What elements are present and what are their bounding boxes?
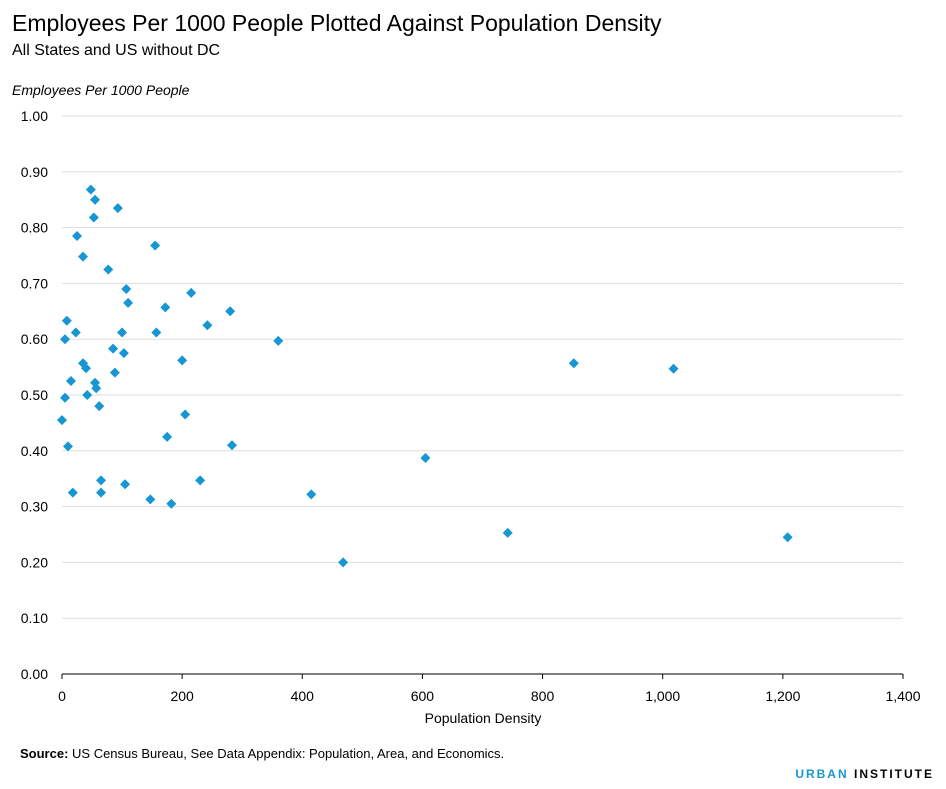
y-tick-label: 0.70: [21, 275, 48, 291]
x-tick-label: 400: [291, 688, 315, 704]
data-point: [91, 383, 102, 394]
data-point: [94, 401, 105, 412]
x-tick-label: 0: [58, 688, 66, 704]
data-point: [225, 306, 236, 317]
x-axis-ticks: 0 200 400 600 800 1,000 1,200 1,400: [58, 674, 921, 704]
data-point: [227, 440, 238, 451]
data-point: [186, 287, 197, 298]
data-point: [166, 498, 177, 509]
data-point: [78, 251, 89, 262]
data-point: [108, 343, 119, 354]
data-point: [117, 327, 128, 338]
data-point: [162, 431, 173, 442]
source-note: Source: US Census Bureau, See Data Appen…: [20, 746, 504, 761]
x-axis-title: Population Density: [425, 710, 542, 726]
y-tick-label: 0.10: [21, 610, 48, 626]
y-axis-ticks: 0.00 0.10 0.20 0.30 0.40 0.50 0.60 0.70 0.80 0.90…: [21, 108, 48, 682]
y-tick-label: 0.80: [21, 220, 48, 236]
chart-subtitle: All States and US without DC: [12, 42, 221, 59]
data-point: [81, 363, 92, 374]
data-point: [195, 475, 206, 486]
data-point: [66, 376, 77, 387]
data-point: [420, 453, 431, 464]
brand-logo: URBAN INSTITUTE: [795, 767, 934, 781]
data-point: [150, 240, 161, 251]
y-tick-label: 0.30: [21, 499, 48, 515]
data-point: [145, 494, 156, 505]
data-point: [502, 527, 513, 538]
data-point: [103, 264, 114, 275]
data-point: [180, 409, 191, 420]
data-point: [121, 283, 132, 294]
y-tick-label: 0.90: [21, 164, 48, 180]
data-point: [67, 487, 78, 498]
data-point: [109, 367, 120, 378]
data-point: [60, 334, 71, 345]
gridlines: [62, 115, 903, 619]
brand-part1: URBAN: [795, 767, 849, 781]
data-point: [306, 489, 317, 500]
x-tick-label: 1,000: [645, 688, 680, 704]
x-tick-label: 200: [170, 688, 194, 704]
x-tick-label: 600: [411, 688, 435, 704]
data-point: [82, 390, 93, 400]
brand-part2: INSTITUTE: [854, 767, 934, 781]
data-point: [202, 320, 213, 331]
data-point: [96, 475, 107, 486]
data-point: [120, 479, 131, 490]
data-point: [96, 487, 107, 498]
data-point: [63, 441, 74, 452]
source-text: US Census Bureau, See Data Appendix: Pop…: [68, 746, 505, 761]
y-tick-label: 0.60: [21, 331, 48, 347]
data-point: [112, 203, 123, 214]
y-tick-label: 0.40: [21, 443, 48, 459]
y-tick-label: 0.20: [21, 554, 48, 570]
data-point: [160, 302, 171, 313]
x-tick-label: 1,200: [765, 688, 800, 704]
data-points: [57, 184, 793, 568]
y-tick-label: 0.50: [21, 387, 48, 403]
x-tick-label: 1,400: [885, 688, 920, 704]
data-point: [177, 355, 188, 366]
data-point: [568, 358, 579, 369]
y-tick-label: 1.00: [21, 108, 48, 124]
data-point: [85, 184, 96, 195]
data-point: [123, 297, 134, 308]
data-point: [88, 212, 99, 223]
data-point: [61, 315, 72, 326]
data-point: [70, 327, 81, 338]
data-point: [60, 392, 71, 403]
data-point: [57, 415, 67, 426]
data-point: [72, 230, 83, 241]
chart-title: Employees Per 1000 People Plotted Agains…: [12, 10, 662, 36]
data-point: [782, 532, 793, 543]
data-point: [151, 327, 162, 338]
data-point: [90, 194, 101, 205]
data-point: [273, 335, 284, 346]
data-point: [338, 557, 349, 568]
x-tick-label: 800: [531, 688, 555, 704]
data-point: [668, 363, 679, 374]
y-axis-title: Employees Per 1000 People: [12, 82, 190, 98]
source-label: Source:: [20, 746, 69, 761]
y-tick-label: 0.00: [21, 666, 48, 682]
data-point: [118, 348, 129, 359]
